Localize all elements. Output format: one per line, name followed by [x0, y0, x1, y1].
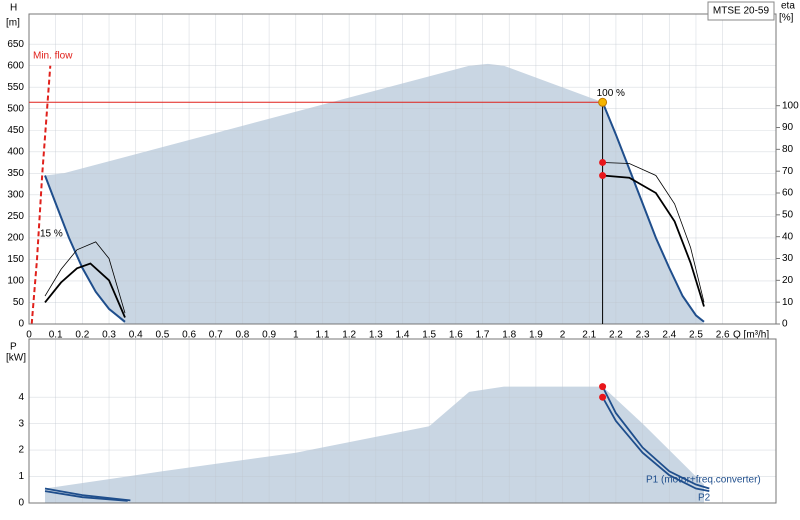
x-tick-label: 0 — [26, 330, 32, 341]
x-tick-label: 0.2 — [75, 330, 89, 341]
x-tick-label: 0.3 — [102, 330, 116, 341]
curve — [44, 175, 126, 323]
y-tick-label: 600 — [7, 60, 24, 71]
y-axis-label: P — [10, 342, 17, 353]
curve — [44, 490, 128, 502]
x-tick-label: 1.5 — [422, 330, 436, 341]
y-axis-unit: [kW] — [6, 353, 26, 364]
x-tick-label: 1.9 — [529, 330, 543, 341]
y-axis-label: H — [10, 3, 17, 14]
y-tick-label: 2 — [18, 445, 24, 456]
curve — [601, 396, 710, 492]
plot-frame — [28, 338, 777, 504]
x-tick-label: 1.8 — [502, 330, 516, 341]
y2-tick-label: 60 — [782, 188, 794, 199]
curve — [602, 174, 705, 307]
y-tick-label: 0 — [18, 319, 24, 330]
x-tick-label: 2.5 — [689, 330, 703, 341]
x-tick-label: 2.1 — [582, 330, 596, 341]
series-label: Min. flow — [33, 51, 73, 62]
operating-area — [45, 63, 704, 325]
duty-point — [598, 97, 608, 107]
x-tick-label: 2.4 — [662, 330, 676, 341]
annotation: 100 % — [597, 88, 625, 99]
y2-tick-label: 10 — [782, 297, 794, 308]
y-tick-label: 1 — [18, 471, 24, 482]
series-label: P2 — [698, 493, 711, 504]
annotation: 15 % — [40, 229, 63, 240]
y2-tick-label: 90 — [782, 122, 794, 133]
y-tick-label: 3 — [18, 418, 24, 429]
y-tick-label: 100 — [7, 276, 24, 287]
y2-tick-label: 100 — [782, 100, 799, 111]
x-tick-label: 2 — [560, 330, 566, 341]
y-tick-label: 4 — [18, 392, 24, 403]
y-tick-label: 500 — [7, 103, 24, 114]
x-tick-label: 2.3 — [636, 330, 650, 341]
x-tick-label: 1.1 — [316, 330, 330, 341]
title-box — [707, 1, 775, 21]
y2-axis-unit: [%] — [779, 13, 794, 24]
x-tick-label: 2.2 — [609, 330, 623, 341]
y2-tick-label: 70 — [782, 166, 794, 177]
curve — [44, 241, 126, 314]
x-tick-label: 0.6 — [182, 330, 196, 341]
y2-tick-label: 80 — [782, 144, 794, 155]
y2-tick-label: 30 — [782, 253, 794, 264]
x-tick-label: 1.4 — [396, 330, 410, 341]
plot-frame — [28, 13, 777, 325]
operating-area — [45, 386, 704, 503]
x-tick-label: 0.4 — [129, 330, 143, 341]
x-tick-label: 0.7 — [209, 330, 223, 341]
curve — [44, 487, 131, 502]
x-tick-label: 1.7 — [476, 330, 490, 341]
y-tick-label: 300 — [7, 189, 24, 200]
curve — [601, 386, 710, 490]
x-tick-label: 0.1 — [49, 330, 63, 341]
y-tick-label: 0 — [18, 498, 24, 509]
y-axis-unit: [m] — [6, 18, 20, 29]
y-tick-label: 150 — [7, 254, 24, 265]
x-tick-label: 1.2 — [342, 330, 356, 341]
y2-tick-label: 20 — [782, 275, 794, 286]
x-tick-label: 1 — [293, 330, 299, 341]
x-tick-label: 2.6 — [716, 330, 730, 341]
curve — [30, 65, 52, 325]
curve — [44, 262, 126, 318]
operating-point — [599, 393, 607, 401]
x-axis-label: Q [m³/h] — [733, 330, 769, 341]
y2-axis-label: eta — [781, 1, 795, 12]
y2-tick-label: 40 — [782, 231, 794, 242]
y-tick-label: 650 — [7, 39, 24, 50]
y2-tick-label: 0 — [782, 319, 788, 330]
y-tick-label: 550 — [7, 82, 24, 93]
series-label: P1 (motor+freq.converter) — [646, 475, 761, 486]
y2-tick-label: 50 — [782, 209, 794, 220]
chart-title: MTSE 20-59 — [713, 6, 770, 17]
curve — [602, 162, 705, 303]
y-tick-label: 400 — [7, 146, 24, 157]
operating-point — [599, 158, 607, 166]
plot-layer: 0501001502002503003504004505005506006500… — [6, 1, 799, 509]
y-tick-label: 50 — [13, 297, 25, 308]
y-tick-label: 350 — [7, 168, 24, 179]
y-tick-label: 250 — [7, 211, 24, 222]
x-tick-label: 1.3 — [369, 330, 383, 341]
operating-point — [599, 172, 607, 180]
x-tick-label: 0.9 — [262, 330, 276, 341]
operating-point — [599, 383, 607, 391]
x-tick-label: 1.6 — [449, 330, 463, 341]
x-tick-label: 0.8 — [235, 330, 249, 341]
x-tick-label: 0.5 — [155, 330, 169, 341]
y-tick-label: 450 — [7, 125, 24, 136]
curve — [601, 101, 705, 323]
y-tick-label: 200 — [7, 233, 24, 244]
